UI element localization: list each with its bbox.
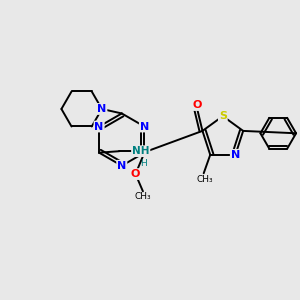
Text: N: N [97,104,106,114]
Text: H: H [140,159,146,168]
Text: N: N [117,161,126,171]
Text: N: N [94,122,104,131]
Text: S: S [219,111,227,121]
Text: O: O [131,169,140,179]
Text: CH₃: CH₃ [135,192,151,201]
Text: N: N [231,150,240,160]
Text: CH₃: CH₃ [197,175,214,184]
Text: O: O [192,100,202,110]
Text: N: N [140,122,149,131]
Text: NH: NH [132,146,149,156]
